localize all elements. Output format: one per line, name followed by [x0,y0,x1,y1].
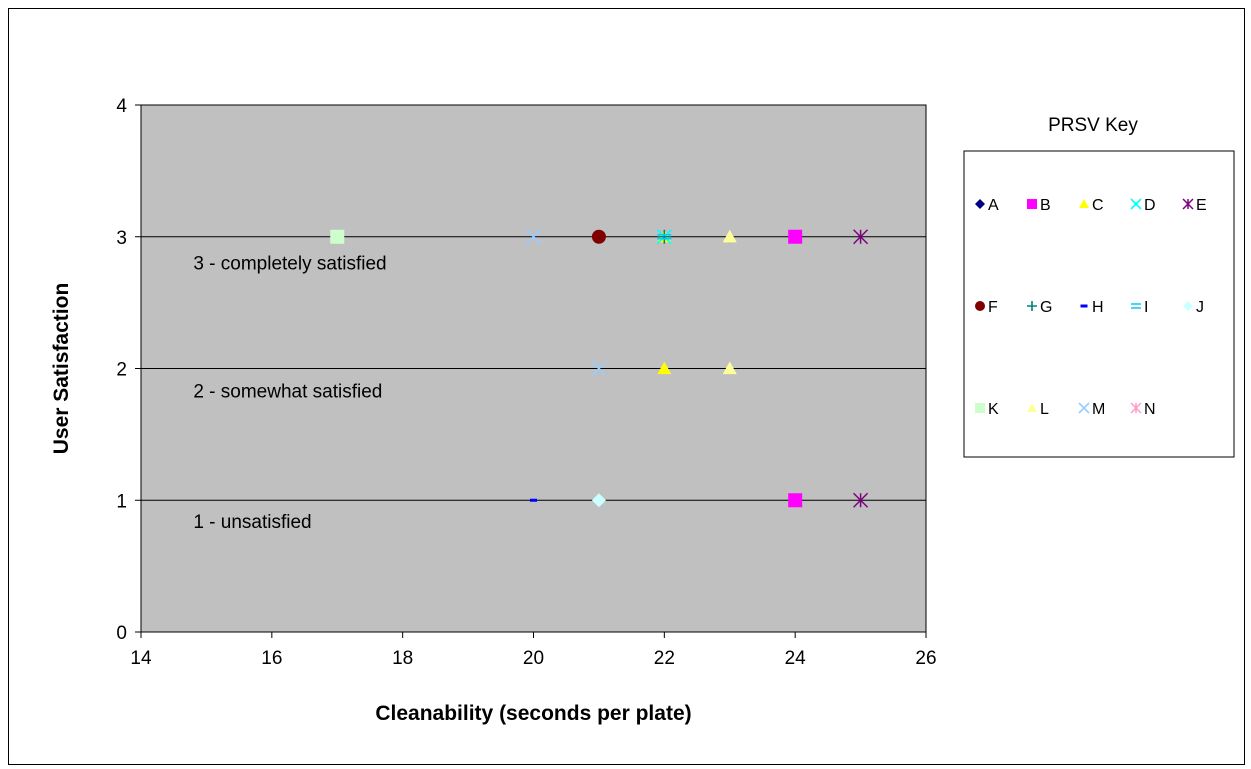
legend-label-e: E [1196,197,1207,214]
data-point-b [788,229,803,244]
legend-marker-k [975,403,985,413]
legend-marker-n [1130,402,1142,414]
legend-marker-c [1079,199,1089,208]
data-point-l [722,361,737,375]
x-tick-label: 18 [392,648,413,669]
data-point-m [591,360,607,377]
plot-layer: 0 1 2 3 4 14 16 18 20 22 24 26 Cleanability (seconds… [50,96,937,725]
legend-marker-f [975,301,985,311]
data-point-h [530,498,537,502]
legend-marker-d [1130,198,1142,210]
data-point-m [525,229,542,245]
legend-label-f: F [988,299,998,316]
data-point-j [591,493,606,508]
legend: PRSV Key A B C D E F G H I J K L M N [963,115,1235,458]
data-point-g [657,229,672,244]
annotation-label: 3 - completely satisfied [193,254,386,275]
x-axis-title: Cleanability (seconds per plate) [375,702,691,725]
legend-label-m: M [1092,401,1105,418]
data-point-l [722,229,737,243]
legend-marker-g [1027,301,1037,311]
y-tick-label: 3 [116,228,127,249]
legend-marker-b [1027,199,1037,209]
legend-marker-l [1027,403,1037,412]
legend-label-i: I [1144,299,1148,316]
data-point-b [788,493,803,508]
legend-title: PRSV Key [1048,115,1138,136]
x-tick-label: 20 [523,648,544,669]
legend-marker-h [1080,304,1088,308]
legend-label-n: N [1144,401,1156,418]
legend-marker-m [1078,402,1090,414]
x-tick-label: 26 [915,648,936,669]
legend-label-a: A [988,197,999,214]
y-tick-label: 2 [116,360,127,381]
legend-label-c: C [1092,197,1104,214]
annotation-label: 1 - unsatisfied [193,512,311,533]
legend-label-g: G [1040,299,1052,316]
y-tick-label: 0 [116,623,127,644]
legend-label-b: B [1040,197,1051,214]
legend-label-l: L [1040,401,1049,418]
legend-marker-j [1183,301,1193,311]
x-tick-label: 14 [130,648,152,669]
x-tick-label: 16 [261,648,282,669]
data-point-f [591,229,606,244]
y-axis-title: User Satisfaction [50,283,73,455]
data-point-i [657,233,672,240]
data-point-e [853,229,869,245]
x-tick-label: 22 [654,648,675,669]
legend-marker-e [1182,198,1194,210]
annotation-label: 2 - somewhat satisfied [193,381,382,402]
legend-label-k: K [988,401,999,418]
x-tick-label: 24 [785,648,807,669]
legend-marker-i [1131,303,1141,309]
legend-marker-a [975,199,985,209]
y-tick-label: 1 [116,491,127,512]
legend-label-h: H [1092,299,1104,316]
legend-label-j: J [1196,299,1204,316]
data-point-c [657,361,672,375]
data-point-k [330,229,345,244]
y-tick-label: 4 [116,96,127,117]
data-point-e [853,492,869,508]
legend-label-d: D [1144,197,1156,214]
